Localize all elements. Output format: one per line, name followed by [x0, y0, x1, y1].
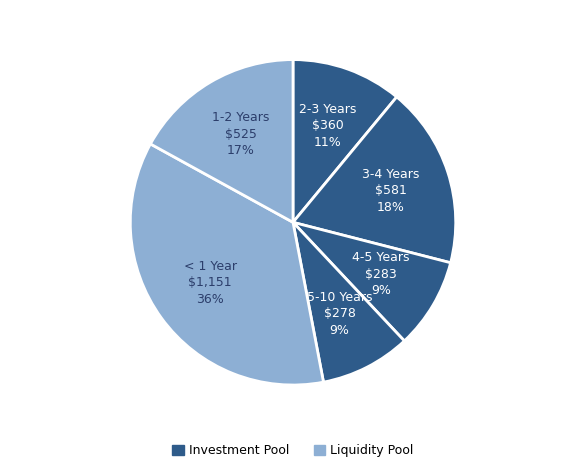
Wedge shape — [293, 60, 397, 222]
Text: 1-2 Years
$525
17%: 1-2 Years $525 17% — [212, 111, 270, 157]
Wedge shape — [151, 60, 293, 222]
Wedge shape — [130, 144, 323, 385]
Text: 2-3 Years
$360
11%: 2-3 Years $360 11% — [299, 103, 356, 149]
Text: 3-4 Years
$581
18%: 3-4 Years $581 18% — [362, 167, 419, 214]
Wedge shape — [293, 222, 404, 382]
Text: 4-5 Years
$283
9%: 4-5 Years $283 9% — [353, 252, 410, 298]
Text: < 1 Year
$1,151
36%: < 1 Year $1,151 36% — [183, 260, 237, 306]
Wedge shape — [293, 222, 451, 341]
Legend: Investment Pool, Liquidity Pool: Investment Pool, Liquidity Pool — [168, 439, 418, 462]
Wedge shape — [293, 97, 456, 263]
Text: 5-10 Years
$278
9%: 5-10 Years $278 9% — [307, 290, 372, 337]
